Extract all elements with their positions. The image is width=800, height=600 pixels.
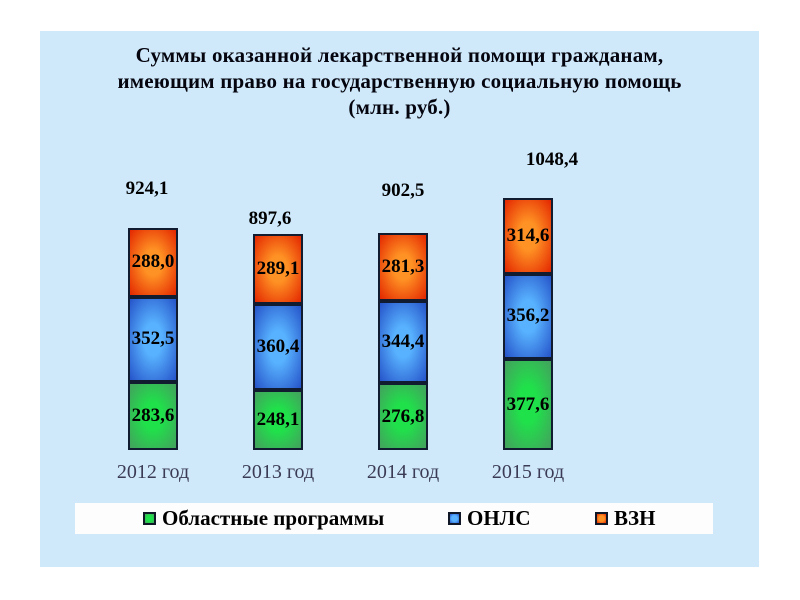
x-axis-label-2014: 2014 год	[366, 461, 440, 483]
bar-segment-value-regional-programs-2014: 276,8	[381, 405, 425, 427]
x-axis-label-2012: 2012 год	[116, 461, 190, 483]
legend-item-onls: ОНЛС	[448, 503, 530, 534]
bar-segment-value-onls-2014: 344,4	[381, 331, 425, 352]
bar-segment-value-regional-programs-2015: 377,6	[506, 393, 550, 415]
bar-segment-regional-programs-2012	[128, 381, 178, 450]
bar-segment-vzn-2014	[378, 232, 428, 301]
bar-segment-value-vzn-2012: 288,0	[131, 251, 175, 273]
legend-item-vzn: ВЗН	[595, 503, 655, 534]
legend-swatch-orange-icon	[595, 512, 608, 525]
bar-segment-vzn-2015	[503, 197, 553, 274]
legend-label-vzn: ВЗН	[614, 506, 656, 530]
legend-swatch-blue-icon	[448, 512, 461, 525]
bar-segment-onls-2014	[378, 300, 428, 384]
bar-segment-value-vzn-2014: 281,3	[381, 255, 425, 277]
chart-title-line-1: Суммы оказанной лекарственной помощи гра…	[135, 43, 664, 67]
bar-segment-onls-2013	[253, 303, 303, 391]
bar-total-label-2014: 902,5	[381, 180, 425, 201]
legend-swatch-green-icon	[143, 512, 156, 525]
bar-total-label-2013: 897,6	[248, 208, 292, 229]
bar-segment-value-regional-programs-2012: 283,6	[131, 404, 175, 426]
bar-segment-vzn-2012	[128, 227, 178, 297]
legend-item-regional-programs: Областные программы	[143, 503, 384, 534]
bar-segment-regional-programs-2014	[378, 383, 428, 450]
bar-segment-value-onls-2015: 356,2	[506, 305, 550, 327]
bar-segment-value-onls-2012: 352,5	[131, 328, 175, 350]
bar-total-label-2012: 924,1	[125, 178, 169, 199]
chart-title: Суммы оказанной лекарственной помощи гра…	[40, 42, 759, 120]
chart-title-line-3: (млн. руб.)	[348, 95, 451, 119]
bar-segment-vzn-2013	[253, 234, 303, 304]
x-axis-label-2015: 2015 год	[491, 461, 565, 483]
chart-title-line-2: имеющим право на государственную социаль…	[117, 69, 682, 93]
bar-segment-onls-2012	[128, 297, 178, 382]
bar-total-label-2015: 1048,4	[525, 149, 579, 170]
bar-segment-value-onls-2013: 360,4	[256, 335, 300, 357]
x-axis-label-2013: 2013 год	[241, 461, 315, 483]
legend-label-regional-programs: Областные программы	[162, 506, 385, 530]
bar-segment-value-vzn-2013: 289,1	[256, 257, 300, 279]
bar-segment-value-regional-programs-2013: 248,1	[256, 409, 300, 431]
bar-segment-regional-programs-2013	[253, 390, 303, 450]
legend-label-onls: ОНЛС	[467, 506, 531, 530]
bar-segment-onls-2015	[503, 273, 553, 360]
bar-segment-value-vzn-2015: 314,6	[506, 224, 550, 246]
bar-segment-regional-programs-2015	[503, 359, 553, 450]
